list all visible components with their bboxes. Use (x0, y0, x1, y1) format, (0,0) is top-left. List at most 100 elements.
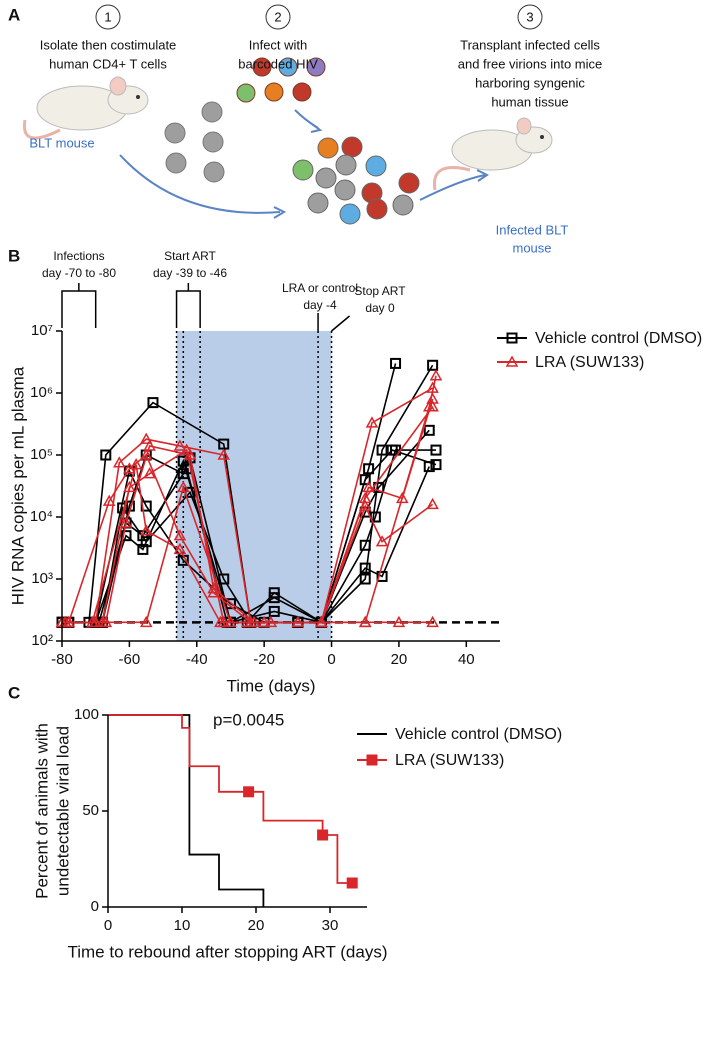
step-text: Isolate then costimulate (40, 37, 177, 52)
x-tick-label: -60 (119, 651, 141, 668)
step-text: Transplant infected cells (460, 37, 600, 52)
data-point (173, 529, 187, 541)
annotation-text: LRA or control (282, 281, 358, 295)
x-tick-label: -40 (186, 651, 208, 668)
legend-marker (505, 355, 519, 367)
data-point (426, 615, 439, 628)
legend-label: Vehicle control (DMSO) (395, 726, 562, 743)
y-tick-label: 10³ (31, 570, 53, 587)
annotation-line (331, 315, 351, 332)
mouse-right (432, 117, 553, 191)
data-point (430, 444, 442, 456)
data-point (359, 539, 371, 551)
data-point (396, 491, 409, 504)
bracket (175, 283, 201, 328)
data-point (224, 615, 237, 628)
step-number: 1 (104, 9, 111, 24)
data-point (102, 494, 116, 506)
y-tick-label: 10⁶ (30, 384, 53, 401)
x-axis-title: Time to rebound after stopping ART (days… (67, 942, 387, 961)
y-tick-label: 10⁵ (30, 446, 53, 463)
x-tick-label: 20 (248, 917, 265, 934)
x-tick-label: 0 (104, 917, 112, 934)
data-point (359, 562, 371, 574)
data-point (375, 535, 389, 547)
mouse-line (65, 406, 434, 624)
data-point (224, 598, 236, 610)
step-text: human CD4+ T cells (49, 56, 167, 71)
data-point (217, 448, 230, 460)
legend-marker (366, 754, 378, 766)
survival-curve (108, 714, 353, 884)
step-text: harboring syngenic (475, 75, 585, 90)
panel-label: A (8, 5, 20, 24)
data-point (139, 432, 153, 444)
data-point (177, 455, 189, 467)
x-tick-label: 10 (174, 917, 191, 934)
x-tick-label: 30 (322, 917, 339, 934)
data-point (59, 615, 72, 628)
survival-curve (108, 714, 265, 907)
data-point (346, 877, 358, 889)
data-point (358, 491, 372, 504)
legend-label: Vehicle control (DMSO) (535, 330, 702, 347)
data-point (423, 424, 435, 436)
data-point (243, 786, 255, 798)
data-point (268, 605, 280, 617)
annotation-text: day -70 to -80 (42, 266, 116, 280)
data-point (247, 615, 261, 628)
data-point (139, 524, 153, 536)
annotation-text: Stop ART (354, 284, 406, 298)
data-point (120, 530, 132, 542)
data-point (376, 570, 388, 582)
data-point (99, 615, 113, 628)
schematic-art (22, 57, 553, 225)
data-point (392, 615, 406, 628)
data-point (173, 439, 187, 451)
panel-label: C (8, 683, 20, 702)
y-axis-title: undetectable viral load (53, 726, 72, 896)
data-point (137, 543, 149, 555)
data-point (139, 615, 153, 628)
annotation-text: day -39 to -46 (153, 266, 227, 280)
data-point (143, 467, 156, 479)
data-point (426, 400, 439, 412)
x-tick-label: 20 (391, 651, 408, 668)
data-point (123, 480, 136, 493)
x-tick-label: -20 (253, 651, 275, 668)
panel-label: B (8, 246, 20, 265)
data-point (173, 542, 187, 555)
y-tick-label: 50 (82, 802, 99, 819)
data-point (257, 615, 271, 628)
y-tick-label: 100 (74, 706, 99, 723)
data-point (143, 439, 156, 451)
data-point (147, 397, 159, 409)
data-point (315, 615, 328, 628)
y-axis-title: HIV RNA copies per mL plasma (8, 366, 27, 605)
y-tick-label: 10⁴ (30, 508, 53, 525)
x-tick-label: 40 (458, 651, 475, 668)
data-point (89, 615, 102, 628)
annotation-text: p=0.0045 (213, 710, 284, 729)
data-point (362, 480, 375, 493)
annotation-text: Start ART (164, 249, 216, 263)
mouse-left (22, 76, 149, 140)
annotation-text: day -4 (303, 298, 337, 312)
data-point (426, 381, 439, 393)
legend-label: LRA (SUW133) (535, 354, 644, 371)
data-point (183, 448, 197, 460)
data-point (363, 463, 375, 475)
annotation-text: Infections (53, 249, 104, 263)
target-label: mouse (512, 240, 551, 255)
data-point (218, 573, 230, 585)
data-point (100, 449, 112, 461)
data-point (119, 516, 133, 528)
bracket (61, 283, 97, 328)
x-tick-label: -80 (51, 651, 73, 668)
step-text: Infect with (249, 37, 308, 52)
data-point (139, 448, 153, 460)
step-circle (95, 4, 121, 30)
data-point (376, 444, 388, 456)
